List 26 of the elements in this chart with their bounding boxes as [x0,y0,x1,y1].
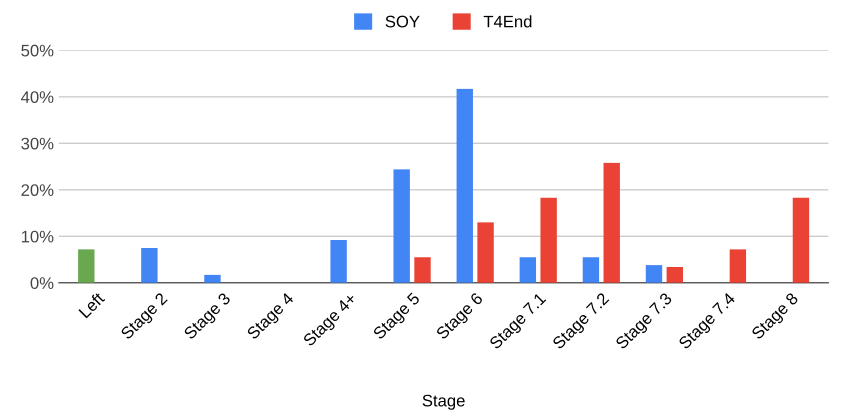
bar [78,249,95,283]
bar [414,257,431,283]
legend-label: SOY [386,16,420,28]
bar [582,257,600,283]
bar [520,257,536,283]
bar [666,267,683,283]
bar [730,249,746,283]
y-tick-label: 20% [21,184,54,196]
bar [393,169,410,283]
bar [456,88,473,283]
bar [540,198,557,283]
bar [646,265,662,283]
y-tick-label: 0% [30,277,54,290]
y-tick-label: 10% [22,230,54,243]
y-tick-label: 30% [21,138,54,150]
y-tick-label: 40% [21,91,54,103]
x-axis-title: Stage [422,394,465,410]
bar [330,240,347,283]
legend-label: T4End [484,15,532,28]
bar [477,222,494,283]
x-tick-label: Left [78,291,106,319]
bar [204,274,221,283]
bar [141,248,158,283]
bar [604,162,620,283]
y-tick-label: 50% [21,44,54,56]
bar [792,198,810,283]
